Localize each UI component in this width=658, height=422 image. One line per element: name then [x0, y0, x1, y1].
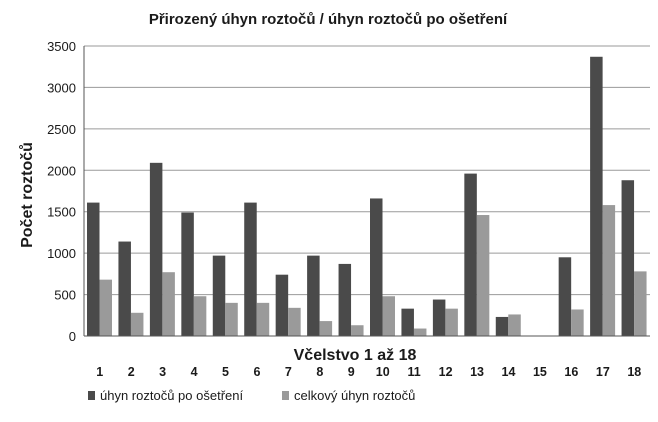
bars: [87, 56, 647, 337]
bar-natural-8: [319, 321, 333, 336]
y-tick-labels: 0 500 1000 1500 2000 2500 3000 3500: [47, 39, 76, 344]
bar-natural-1: [99, 279, 112, 336]
y-tick-label: 1500: [47, 205, 76, 220]
bar-treatment-16: [558, 257, 572, 336]
y-tick-label: 3500: [47, 39, 76, 54]
bar-natural-14: [508, 314, 521, 336]
bar-treatment-6: [244, 202, 257, 336]
x-tick-label: 14: [502, 365, 516, 379]
bar-treatment-14: [495, 316, 509, 336]
bar-treatment-9: [338, 263, 352, 336]
x-category-labels: 1 2 3 4 5 6 7 8 9 10 11 12 13 14 15 16 17 18: [96, 365, 641, 379]
legend: úhyn roztočů po ošetření celkový úhyn roz…: [88, 388, 415, 403]
gridlines: [84, 45, 650, 296]
bar-natural-18: [634, 271, 647, 336]
bar-natural-7: [288, 307, 301, 336]
bar-treatment-13: [464, 173, 477, 336]
x-tick-label: 18: [627, 365, 641, 379]
bar-natural-3: [162, 272, 175, 336]
x-tick-label: 15: [533, 365, 547, 379]
x-tick-label: 6: [253, 365, 260, 379]
y-tick-label: 500: [54, 288, 76, 303]
bar-treatment-1: [87, 202, 100, 336]
x-axis-label: Včelstvo 1 až 18: [294, 347, 417, 364]
bar-treatment-17: [590, 56, 603, 337]
bar-natural-9: [351, 325, 364, 336]
bar-natural-13: [476, 215, 490, 336]
legend-entry: úhyn roztočů po ošetření: [100, 388, 243, 403]
bar-natural-10: [382, 296, 395, 336]
legend-swatch: [282, 391, 289, 400]
x-tick-label: 12: [439, 365, 453, 379]
x-tick-label: 10: [376, 365, 390, 379]
x-tick-label: 13: [470, 365, 484, 379]
bar-natural-6: [256, 302, 270, 336]
bar-treatment-7: [275, 274, 289, 336]
bar-natural-2: [130, 312, 144, 336]
bar-treatment-18: [621, 180, 635, 336]
chart-title: Přirozený úhyn roztočů / úhyn roztočů po…: [149, 11, 508, 28]
y-tick-label: 2500: [47, 122, 76, 137]
bar-natural-11: [413, 328, 427, 336]
x-tick-label: 8: [316, 365, 323, 379]
x-tick-label: 7: [285, 365, 292, 379]
bar-natural-17: [602, 205, 616, 336]
x-tick-label: 16: [564, 365, 578, 379]
bar-natural-16: [571, 309, 584, 336]
legend-entry: celkový úhyn roztočů: [294, 388, 415, 403]
axes: [83, 46, 650, 337]
bar-treatment-3: [149, 162, 163, 336]
x-tick-label: 9: [348, 365, 355, 379]
x-tick-label: 1: [96, 365, 103, 379]
x-tick-label: 4: [191, 365, 198, 379]
bar-natural-12: [445, 308, 458, 336]
y-tick-label: 0: [69, 329, 76, 344]
x-tick-label: 17: [596, 365, 610, 379]
bar-treatment-4: [181, 212, 194, 336]
bar-natural-4: [193, 296, 207, 336]
bar-treatment-2: [118, 241, 131, 336]
bar-treatment-5: [212, 255, 226, 336]
y-tick-label: 2000: [47, 163, 76, 178]
x-tick-label: 3: [159, 365, 166, 379]
bar-treatment-12: [432, 299, 446, 336]
y-tick-label: 1000: [47, 246, 76, 261]
y-tick-label: 3000: [47, 80, 76, 95]
x-tick-label: 2: [128, 365, 135, 379]
bar-treatment-8: [307, 255, 320, 336]
bar-treatment-11: [401, 308, 414, 336]
bar-treatment-10: [370, 198, 383, 336]
y-axis-label: Počet roztočů: [19, 142, 36, 248]
x-tick-label: 11: [408, 365, 421, 379]
x-tick-label: 5: [222, 365, 229, 379]
legend-swatch: [88, 391, 95, 400]
bar-natural-5: [225, 302, 238, 336]
